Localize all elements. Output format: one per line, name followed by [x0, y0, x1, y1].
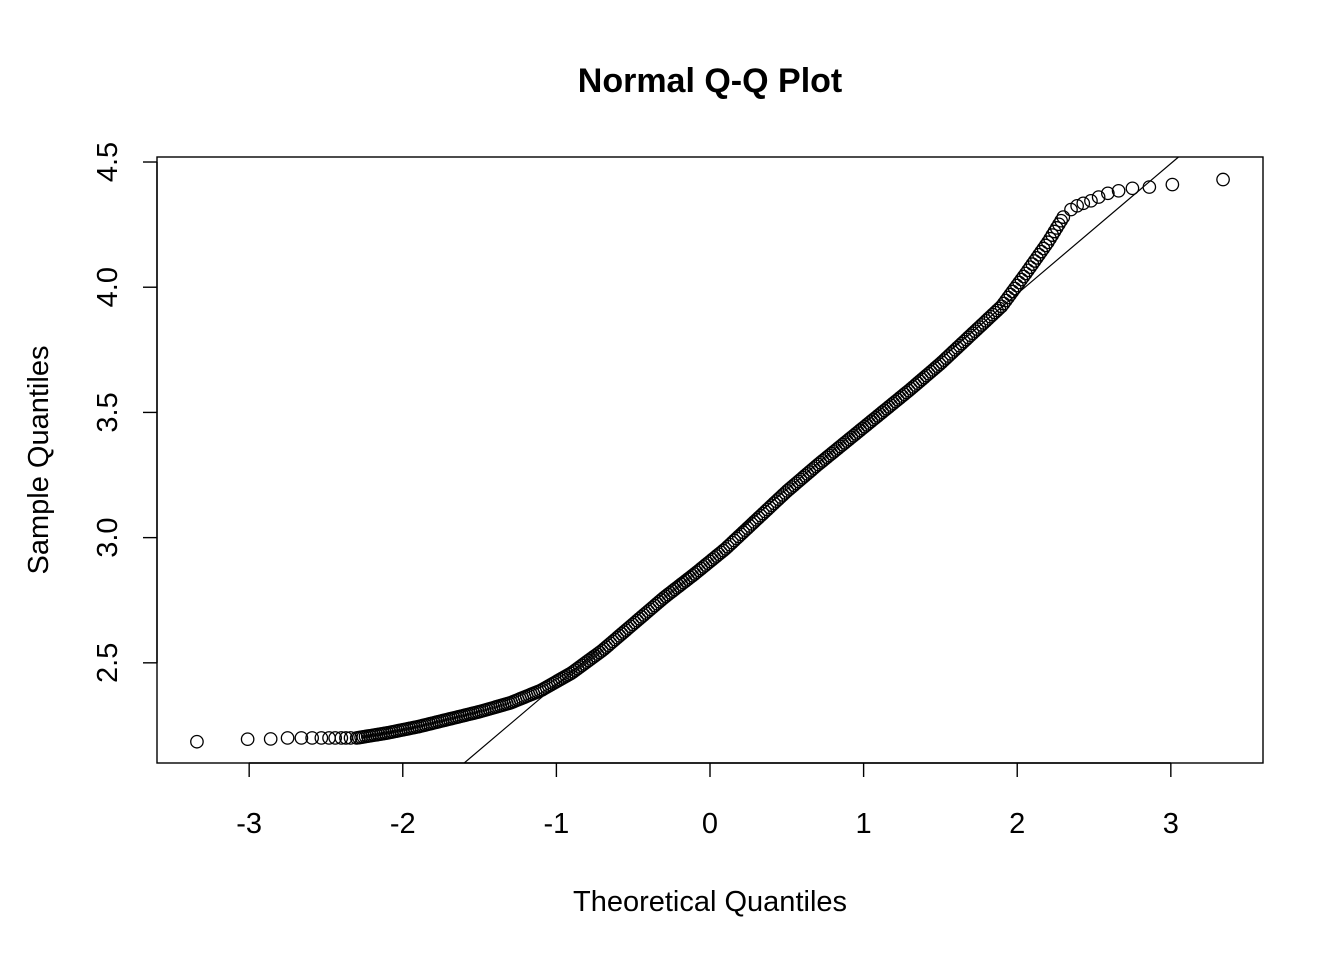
data-point [1045, 228, 1060, 242]
x-tick-label: -3 [236, 808, 262, 840]
data-point [240, 732, 255, 747]
data-point [1054, 213, 1068, 228]
x-tick-label: -1 [543, 808, 569, 840]
chart-title: Normal Q-Q Plot [578, 62, 842, 100]
y-tick-label: 3.5 [92, 392, 124, 432]
data-point [1091, 190, 1106, 204]
data-point [280, 731, 295, 745]
data-point [328, 731, 343, 745]
x-tick-label: 0 [702, 808, 718, 840]
x-tick-label: -2 [390, 808, 416, 840]
points-group [190, 172, 1230, 749]
data-point [263, 732, 278, 746]
y-tick-label: 2.5 [92, 643, 124, 683]
x-axis: -3 -2 -1 0 1 2 3 [236, 762, 1179, 840]
y-tick-label: 4.0 [92, 267, 124, 307]
data-point [1111, 183, 1126, 198]
data-point [1047, 224, 1062, 239]
data-point [1049, 221, 1064, 235]
data-point [1165, 177, 1180, 192]
data-point [1040, 235, 1055, 250]
data-point [1043, 231, 1057, 246]
data-point [1052, 217, 1066, 232]
plot-area-frame [156, 156, 1264, 764]
data-point [190, 734, 204, 749]
data-point [294, 731, 309, 745]
x-tick-label: 2 [1009, 808, 1025, 840]
data-point [1084, 193, 1098, 208]
data-point [305, 731, 319, 745]
y-axis: 2.5 3.0 3.5 4.0 4.5 [92, 142, 158, 683]
data-point [334, 731, 349, 745]
x-tick-label: 3 [1163, 808, 1179, 840]
y-axis-label: Sample Quantiles [23, 346, 55, 575]
y-tick-label: 4.5 [92, 142, 124, 182]
data-point [1125, 181, 1140, 196]
data-point [1216, 172, 1230, 187]
data-point [1070, 198, 1084, 213]
x-axis-label: Theoretical Quantiles [573, 886, 847, 918]
data-point [1101, 186, 1115, 201]
data-point [314, 731, 329, 745]
data-point [1056, 210, 1071, 224]
y-tick-label: 3.0 [92, 517, 124, 557]
data-point [1142, 180, 1157, 194]
x-tick-label: 1 [856, 808, 872, 840]
data-point [1038, 238, 1053, 253]
data-point [1076, 196, 1091, 211]
